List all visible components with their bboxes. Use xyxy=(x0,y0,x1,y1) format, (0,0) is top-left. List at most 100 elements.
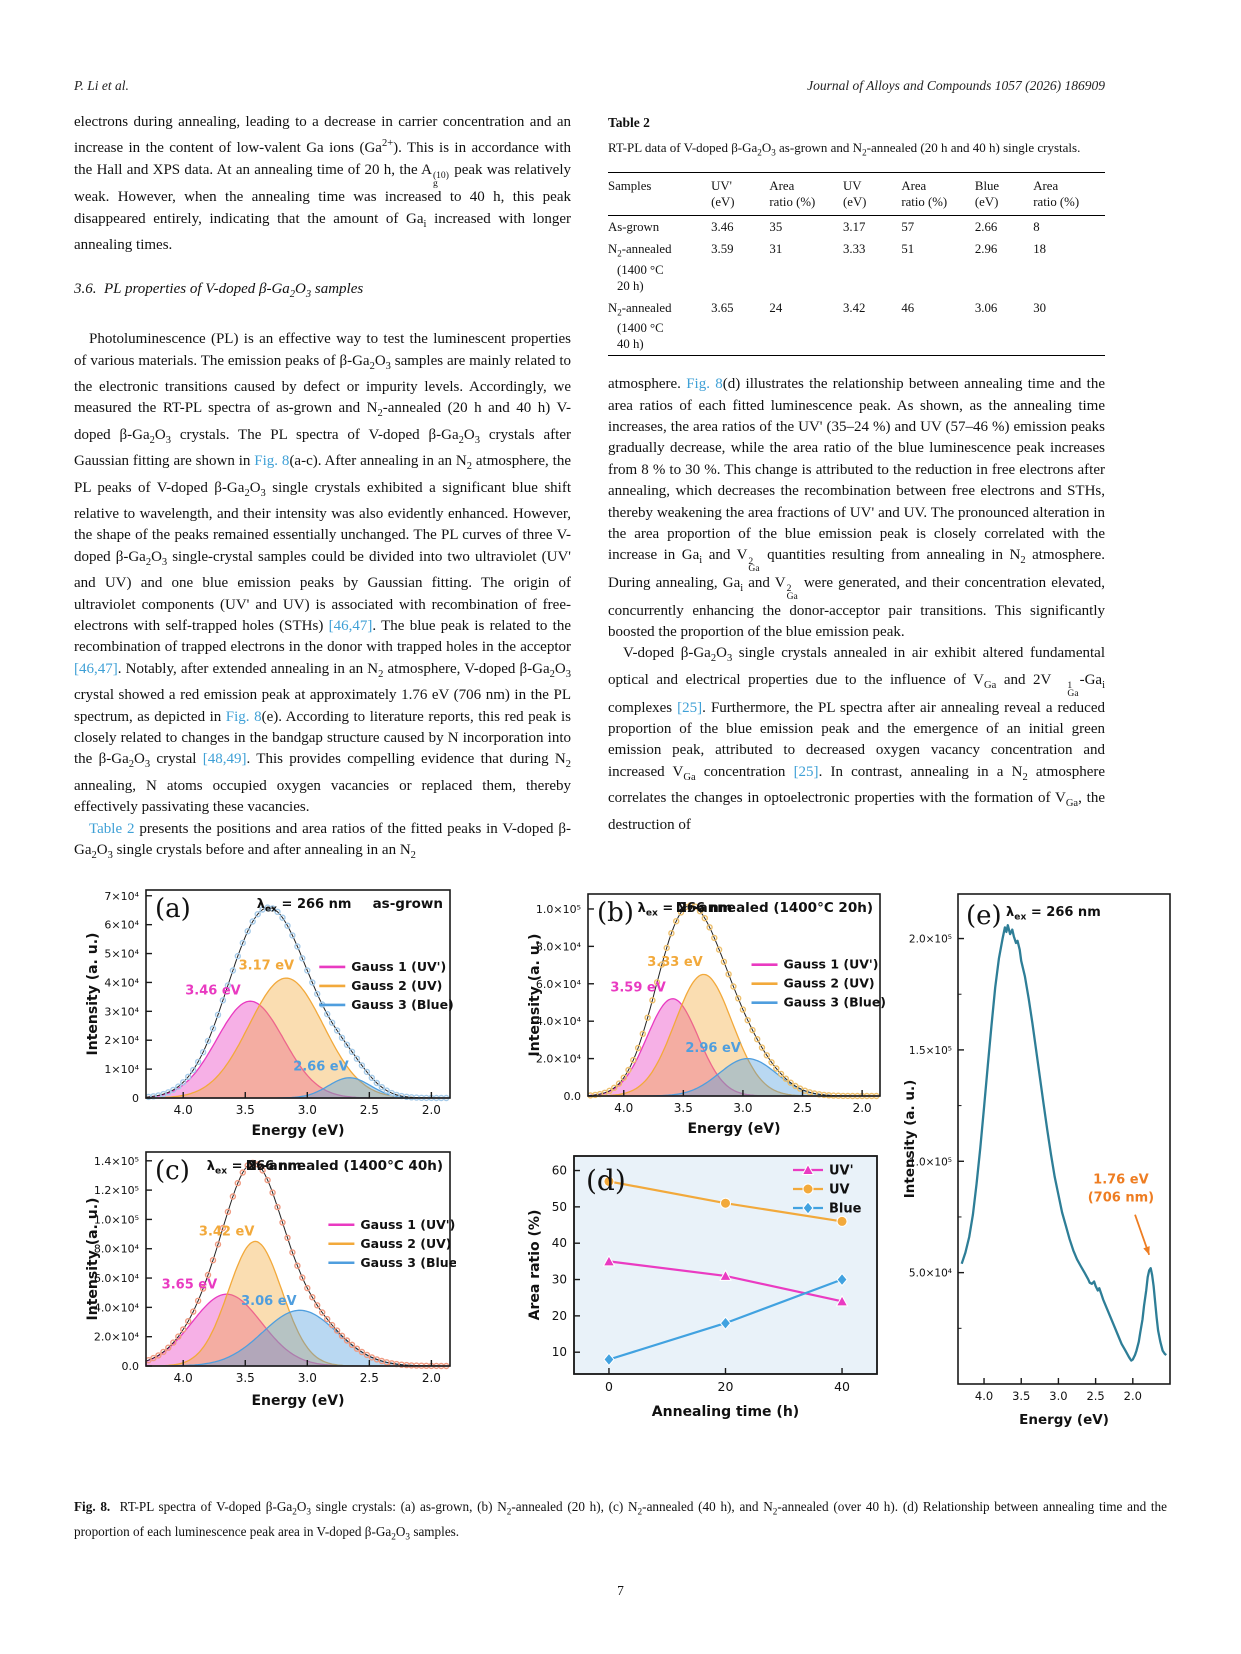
svg-text:2.0: 2.0 xyxy=(853,1101,872,1115)
svg-text:UV': UV' xyxy=(829,1164,854,1179)
svg-text:3.06 eV: 3.06 eV xyxy=(241,1294,296,1309)
table-column-header: UV (eV) xyxy=(843,179,867,209)
svg-text:20: 20 xyxy=(718,1379,734,1394)
svg-text:(b): (b) xyxy=(597,898,634,928)
svg-text:2.0×10⁴: 2.0×10⁴ xyxy=(94,1331,140,1344)
svg-text:1.4×10⁵: 1.4×10⁵ xyxy=(94,1155,139,1168)
svg-text:Intensity (a. u.): Intensity (a. u.) xyxy=(85,933,101,1056)
svg-text:2.5: 2.5 xyxy=(360,1103,379,1117)
svg-text:Intensity (a. u.): Intensity (a. u.) xyxy=(85,1198,101,1321)
svg-text:6×10⁴: 6×10⁴ xyxy=(104,919,139,932)
pl-spectrum-as-grown-chart: 4.0 3.5 3.0 2.5 2.0 0 1×10⁴ 2×10⁴ 3×10⁴ 4×10⁴ 5×10… xyxy=(85,889,454,1139)
svg-text:N₂-annealed (1400°C 40h): N₂-annealed (1400°C 40h) xyxy=(246,1158,443,1174)
table-cell: 57 xyxy=(901,220,915,234)
table-column-header: Blue (eV) xyxy=(974,179,1000,209)
table-cell: 2.66 xyxy=(974,220,998,234)
svg-text:3×10⁴: 3×10⁴ xyxy=(104,1005,139,1018)
svg-text:Blue: Blue xyxy=(829,1202,862,1217)
table-cell: 51 xyxy=(901,242,915,256)
svg-text:3.46 eV: 3.46 eV xyxy=(185,984,240,999)
svg-text:(e): (e) xyxy=(966,901,1002,931)
table-cell: 2.96 xyxy=(974,242,998,256)
figure-8: 4.0 3.5 3.0 2.5 2.0 0 1×10⁴ 2×10⁴ 3×10⁴ 4×10⁴ 5×10… xyxy=(74,878,1179,1444)
svg-text:Gauss 3 (Blue): Gauss 3 (Blue) xyxy=(360,1255,456,1270)
figure-caption: Fig. 8. RT-PL spectra of V-doped β-Ga2O3… xyxy=(74,1499,1168,1542)
figure-panel-c: 4.0 3.5 3.0 2.5 2.0 0.0 2.0×10⁴ 4.0×10⁴ 6.0×10⁴ 8… xyxy=(84,1144,463,1417)
svg-text:2×10⁴: 2×10⁴ xyxy=(104,1034,139,1047)
table-cell: 24 xyxy=(769,300,783,315)
svg-text:0.0: 0.0 xyxy=(122,1360,140,1373)
svg-text:2.0: 2.0 xyxy=(422,1103,441,1117)
table-title: Table 2 xyxy=(608,115,650,130)
pl-spectrum-n2-20h-chart: 4.0 3.5 3.0 2.5 2.0 0.0 2.0×10⁴ 4.0×10⁴ 6.0×10⁴ 8… xyxy=(527,893,886,1137)
svg-text:1.5×10⁵: 1.5×10⁵ xyxy=(909,1045,952,1057)
svg-text:λex = 266 nm: λex = 266 nm xyxy=(257,897,352,915)
table-caption: RT-PL data of V-doped β-Ga2O3 as-grown a… xyxy=(608,140,1081,158)
svg-text:Gauss 1 (UV'): Gauss 1 (UV') xyxy=(360,1217,455,1232)
pl-spectrum-n2-40h-chart: 4.0 3.5 3.0 2.5 2.0 0.0 2.0×10⁴ 4.0×10⁴ 6.0×10⁴ 8… xyxy=(85,1151,463,1409)
figure-panel-a: 4.0 3.5 3.0 2.5 2.0 0 1×10⁴ 2×10⁴ 3×10⁴ 4×10⁴ 5×10… xyxy=(84,882,456,1147)
table-cell: 18 xyxy=(1033,242,1047,256)
table-column-header: UV' (eV) xyxy=(711,179,735,209)
paragraph: electrons during annealing, leading to a… xyxy=(74,114,571,254)
svg-text:UV: UV xyxy=(829,1183,850,1198)
table-body: As-grown 3.46 35 3.17 57 2.66 8 N2-annealed (140… xyxy=(608,216,1105,356)
svg-text:Annealing time (h): Annealing time (h) xyxy=(652,1404,799,1420)
table-cell: 35 xyxy=(769,220,783,234)
table-column-header: Area ratio (%) xyxy=(1033,179,1080,209)
svg-text:Energy (eV): Energy (eV) xyxy=(687,1121,780,1137)
svg-text:60: 60 xyxy=(552,1164,567,1178)
area-ratio-vs-time-chart: 0 20 40 10 20 30 40 50 60 Annealing time (h) Area … xyxy=(527,1155,878,1420)
svg-text:20: 20 xyxy=(552,1309,567,1323)
table-2-block: Table 2 RT-PL data of V-doped β-Ga2O3 as… xyxy=(608,112,1105,356)
svg-text:Area ratio (%): Area ratio (%) xyxy=(527,1210,543,1321)
svg-text:40: 40 xyxy=(834,1379,850,1394)
table-cell: 3.59 xyxy=(711,242,734,256)
table-cell: 30 xyxy=(1033,300,1047,315)
svg-text:8.0×10⁴: 8.0×10⁴ xyxy=(536,940,582,953)
svg-text:4.0: 4.0 xyxy=(614,1101,633,1115)
svg-text:3.5: 3.5 xyxy=(236,1371,255,1385)
table-cell: 46 xyxy=(901,300,915,315)
section-heading: 3.6. PL properties of V-doped β-Ga2O3 sa… xyxy=(74,280,364,300)
table-cell: 3.46 xyxy=(711,220,734,234)
svg-text:30: 30 xyxy=(552,1273,567,1287)
svg-text:3.5: 3.5 xyxy=(1012,1389,1030,1403)
pl-spectrum-red-peak-chart: 4.0 3.5 3.0 2.5 2.0 5.0×10⁴ 1.0×10⁵ 1.5×10⁵ 2.0×… xyxy=(902,893,1171,1428)
svg-text:(a): (a) xyxy=(155,894,191,924)
svg-text:3.65 eV: 3.65 eV xyxy=(162,1277,217,1292)
table-cell-sample: N2-annealed (1400 °C 40 h) xyxy=(608,300,672,352)
table-column-header: Area ratio (%) xyxy=(901,179,948,209)
svg-text:3.0: 3.0 xyxy=(733,1101,752,1115)
header-authors: P. Li et al. xyxy=(74,78,129,93)
table-cell-sample: As-grown xyxy=(608,220,660,234)
svg-text:1×10⁴: 1×10⁴ xyxy=(104,1063,139,1076)
svg-text:1.2×10⁵: 1.2×10⁵ xyxy=(94,1184,139,1197)
svg-text:3.0: 3.0 xyxy=(298,1103,317,1117)
svg-text:5×10⁴: 5×10⁴ xyxy=(104,948,139,961)
svg-text:4.0×10⁴: 4.0×10⁴ xyxy=(94,1301,140,1314)
rt-pl-data-table: Samples UV' (eV) Area ratio (%) UV (eV) Area rat… xyxy=(608,172,1105,356)
svg-text:1.0×10⁵: 1.0×10⁵ xyxy=(536,903,581,916)
svg-text:50: 50 xyxy=(552,1200,567,1214)
svg-text:1.0×10⁵: 1.0×10⁵ xyxy=(94,1213,139,1226)
table-header: Samples UV' (eV) Area ratio (%) UV (eV) Area rat… xyxy=(608,172,1105,216)
svg-text:4.0: 4.0 xyxy=(174,1103,193,1117)
svg-text:λex = 266 nm: λex = 266 nm xyxy=(638,901,733,919)
svg-text:0: 0 xyxy=(605,1379,613,1394)
paragraph: atmosphere. Fig. 8(d) illustrates the re… xyxy=(608,376,1105,641)
svg-text:Gauss 1 (UV'): Gauss 1 (UV') xyxy=(351,959,446,974)
table-row: N2-annealed (1400 °C 20 h) 3.59 31 3.33 51 2.96… xyxy=(608,238,1105,297)
svg-text:λex = 266 nm: λex = 266 nm xyxy=(1006,905,1101,923)
svg-text:3.5: 3.5 xyxy=(674,1101,693,1115)
svg-text:3.42 eV: 3.42 eV xyxy=(199,1225,254,1240)
svg-text:6.0×10⁴: 6.0×10⁴ xyxy=(94,1272,140,1285)
svg-text:Intensity (a. u.): Intensity (a. u.) xyxy=(527,934,543,1057)
table-row: N2-annealed (1400 °C 40 h) 3.65 24 3.42 46 3.06… xyxy=(608,297,1105,356)
svg-text:1.76 eV: 1.76 eV xyxy=(1093,1173,1148,1188)
svg-text:as-grown: as-grown xyxy=(373,896,443,912)
svg-text:2.66 eV: 2.66 eV xyxy=(293,1060,348,1075)
table-row: As-grown 3.46 35 3.17 57 2.66 8 xyxy=(608,216,1105,239)
paragraph: V-doped β-Ga2O3 single crystals annealed… xyxy=(608,645,1105,833)
svg-text:λex = 266 nm: λex = 266 nm xyxy=(207,1159,302,1177)
